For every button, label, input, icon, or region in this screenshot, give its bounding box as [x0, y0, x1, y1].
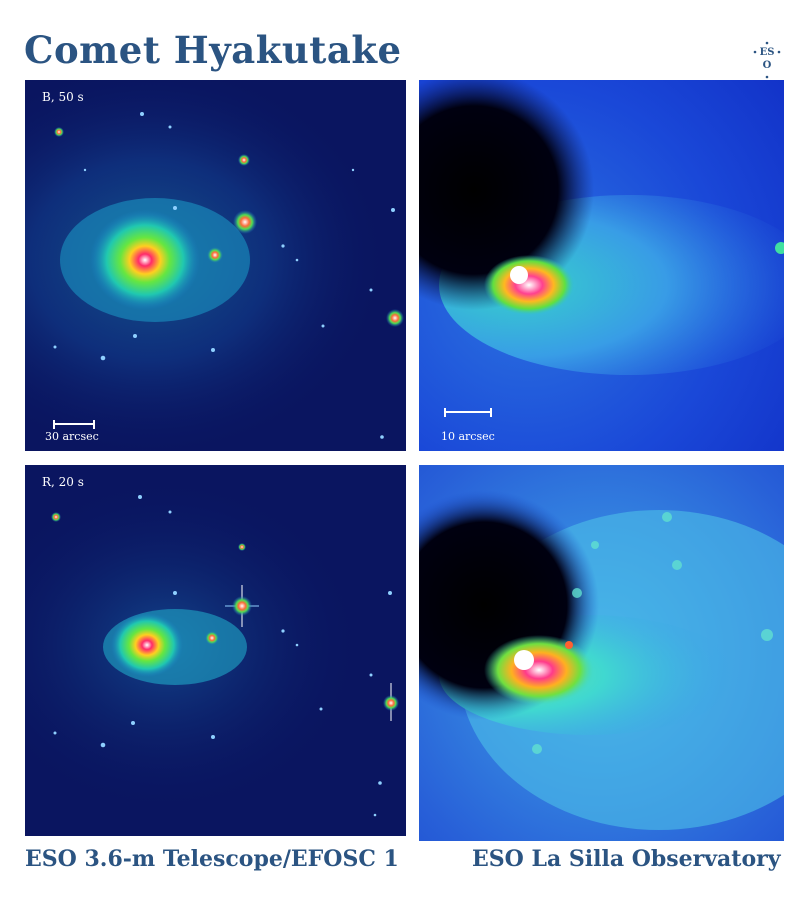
scale-label: 30 arcsec	[45, 430, 99, 443]
comet-image-blue-wide: B, 50 s 30 arcsec	[25, 80, 406, 451]
scale-bar	[53, 420, 95, 429]
filter-exposure-label: B, 50 s	[42, 90, 84, 104]
scale-label: 10 arcsec	[441, 430, 495, 443]
svg-text:O: O	[763, 60, 772, 71]
scale-bar	[444, 408, 492, 417]
observatory-credit: ESO La Silla Observatory	[472, 846, 781, 872]
comet-image-red-closeup	[419, 465, 784, 841]
comet-image-blue-closeup: 10 arcsec	[419, 80, 784, 451]
filter-exposure-label: R, 20 s	[42, 475, 84, 489]
comet-image-red-wide: R, 20 s	[25, 465, 406, 836]
eso-logo: ES O	[752, 40, 782, 80]
page-title: Comet Hyakutake	[24, 28, 402, 72]
svg-text:ES: ES	[760, 47, 775, 58]
telescope-credit: ESO 3.6-m Telescope/EFOSC 1	[25, 846, 399, 872]
